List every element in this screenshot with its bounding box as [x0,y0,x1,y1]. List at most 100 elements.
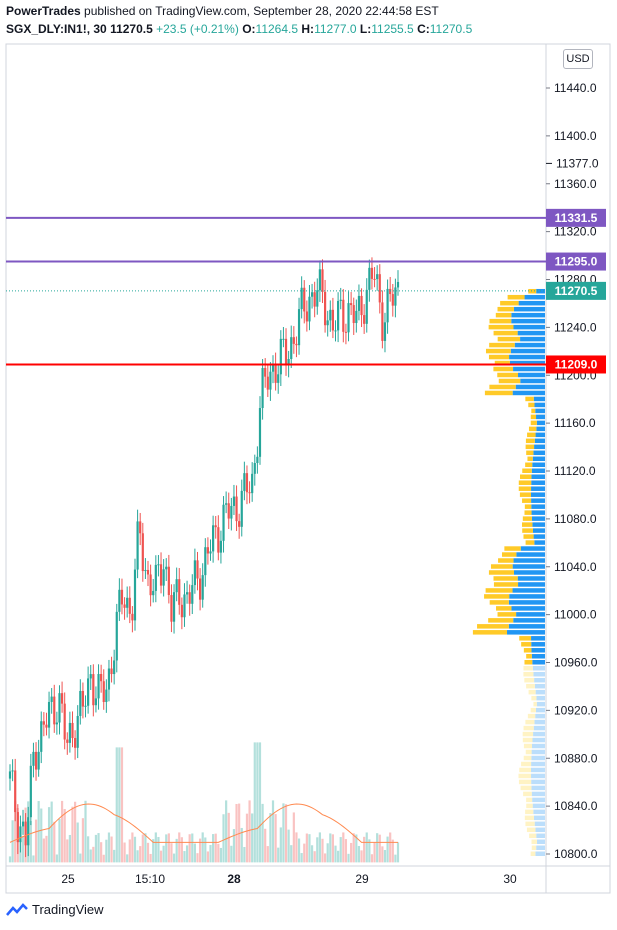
footer-brand[interactable]: TradingView [6,902,104,917]
candle-body [183,594,186,618]
volume-bar [8,856,12,863]
volume-bar [128,839,131,863]
volume-profile-bar [527,713,536,719]
volume-profile-bar [521,761,532,767]
x-axis-label: 15:10 [135,872,165,886]
candle-body [152,590,155,596]
level-price-tag [546,208,606,227]
volume-bar [149,853,152,863]
volume-profile-bar [512,588,545,593]
candle-body [292,337,295,344]
volume-profile-bar [490,564,513,569]
volume-bar [71,806,74,863]
x-axis-label: 30 [503,872,517,886]
volume-bar [240,827,243,863]
candle-body [175,579,178,593]
volume-profile-bar [517,576,545,581]
volume-profile-bar [520,336,545,342]
volume-bar [185,845,189,863]
volume-profile-bar [511,312,545,318]
volume-bar [360,850,363,863]
volume-bar [389,832,392,863]
candle-body [120,589,124,605]
candle-body [269,371,272,390]
y-extra-label: 11377.0 [556,156,599,170]
volume-profile-bar [520,546,545,551]
candle-body [172,592,176,622]
y-tick-label: 11040.0 [554,560,597,574]
volume-profile-bar [484,390,513,396]
volume-profile-bar [531,743,545,749]
volume-bar [295,832,298,863]
volume-bar [180,837,183,863]
candle-body [37,751,40,770]
volume-bar [376,833,379,863]
volume-bar [292,812,295,863]
volume-bar [378,834,381,863]
volume-profile-bar [530,420,537,426]
volume-profile-bar [488,570,514,575]
symbol-label: SGX_DLY:IN1!, 30 [6,22,107,36]
volume-profile-bar [531,504,545,509]
volume-bar [344,839,348,863]
volume-profile-bar [497,306,514,312]
volume-bar [396,842,400,863]
volume-bar [243,847,246,863]
volume-profile-bar [531,480,545,485]
volume-profile-bar [500,300,519,306]
candle-body [303,287,306,312]
volume-profile-bar [528,689,536,695]
y-tick-label: 11440.0 [554,81,597,95]
y-tick-label: 11400.0 [554,129,597,143]
volume-profile-bar [525,444,535,450]
candle-body [248,492,251,494]
ohlc-line: SGX_DLY:IN1!, 30 11270.5 +23.5 (+0.21%) … [6,22,472,36]
volume-bar [238,803,241,863]
high-label: H: [301,22,315,36]
candle-body [14,770,17,813]
volume-profile-bar [521,522,533,527]
volume-bar [318,832,321,863]
currency-button[interactable]: USD [563,49,593,69]
volume-bar [40,808,43,863]
volume-profile-bar [489,342,515,348]
volume-bar [92,846,95,863]
candle-body [253,463,256,474]
y-tick-label: 10920.0 [554,703,598,717]
candle-body [68,722,71,743]
volume-profile-bar [533,725,545,731]
x-axis-label: 28 [227,872,241,886]
volume-bar [235,803,238,863]
level-price-label: 11209.0 [555,357,598,371]
volume-bar [146,842,150,863]
close-label: C: [417,22,430,36]
volume-bar [201,832,204,863]
volume-bar [50,801,53,863]
volume-profile-bar [472,630,508,635]
candle-body [344,331,348,333]
volume-bar [84,800,87,863]
volume-bar [269,813,272,863]
volume-profile-bar [507,294,525,300]
volume-profile-bar [534,540,545,545]
y-tick-label: 11080.0 [554,512,597,526]
volume-bar [89,849,92,863]
candle-body [337,300,340,331]
candle-body [271,364,275,372]
candle-body [316,290,319,307]
volume-bar [120,747,124,863]
volume-profile-bar [531,845,537,851]
volume-bar [258,742,262,863]
volume-profile-bar [535,689,545,695]
volume-profile-bar [532,803,545,809]
volume-profile-bar [516,612,545,617]
price-chart[interactable]: 11440.011400.011360.011320.011280.011240… [0,40,617,895]
candle-body [274,364,277,383]
volume-bar [37,801,40,863]
candle-body [391,294,394,306]
volume-profile-bar [533,701,537,707]
volume-profile-bar [525,540,535,545]
candle-body [313,292,316,307]
y-tick-label: 10960.0 [554,656,598,670]
volume-bar [136,850,139,863]
